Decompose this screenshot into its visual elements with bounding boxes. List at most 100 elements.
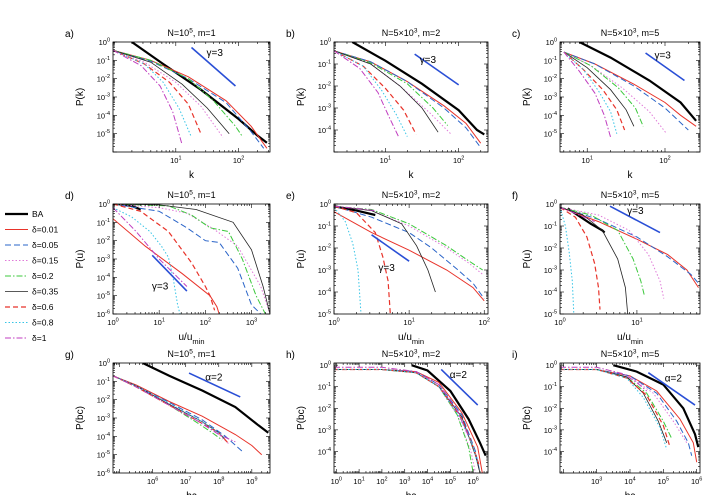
x-tick-label: 102 [659, 156, 670, 166]
y-tick-label: 10-2 [544, 74, 557, 84]
series-line-δ=0.05 [334, 50, 482, 148]
series-line-δ=0.2 [113, 204, 266, 314]
x-tick-label: 101 [403, 318, 414, 328]
panel-a: γ=3 101 102 100 10-1 10-2 10-3 10-4 10-5 N=105, m… [65, 28, 271, 181]
x-tick-label: 105 [658, 477, 669, 487]
slope-guide-label: γ=3 [378, 263, 395, 274]
y-tick-label: 100 [320, 200, 331, 210]
panel-title: N=105, m=1 [167, 28, 215, 39]
y-tick-label: 10-5 [544, 129, 557, 139]
series-group [563, 42, 697, 138]
legend-label: δ=0.8 [32, 318, 54, 328]
panel-h: α=2 100 101 102 103 104 105 106 100 10-1 10-2 10-3 1… [286, 349, 489, 495]
y-tick-label: 10-6 [97, 310, 110, 320]
series-line-BA [567, 207, 606, 234]
series-line-δ=0.01 [113, 218, 220, 314]
x-tick-label: 108 [213, 477, 224, 487]
x-tick-label: 102 [453, 156, 464, 166]
y-tick-label: 10-3 [318, 266, 331, 276]
y-axis-label: P(bc) [296, 406, 307, 430]
x-tick-label: 102 [200, 318, 211, 328]
series-line-δ=0.8 [113, 49, 192, 138]
x-tick-label: 101 [170, 156, 181, 166]
series-line-δ=0.15 [560, 206, 665, 299]
series-line-δ=1 [334, 205, 376, 212]
series-line-δ=0.05 [113, 204, 262, 314]
y-tick-label: 10-1 [318, 382, 331, 392]
series-line-δ=0.35 [113, 375, 226, 441]
x-tick-label: 101 [380, 156, 391, 166]
series-line-δ=0.35 [563, 51, 635, 127]
y-tick-label: 10-3 [544, 266, 557, 276]
series-group [334, 42, 485, 148]
slope-guide-line [414, 53, 460, 86]
y-tick-label: 10-4 [544, 447, 557, 457]
slope-guide-label: α=2 [205, 372, 223, 383]
slope-guide-line [440, 368, 479, 406]
y-tick-label: 10-2 [318, 244, 331, 254]
slope-guide-line [151, 254, 188, 292]
panel-c: γ=3 101 102 100 10-1 10-2 10-3 10-4 10-5 N=5×103,… [512, 28, 701, 181]
series-line-δ=0.35 [334, 50, 439, 133]
panel-letter: d) [65, 191, 74, 202]
series-line-δ=0.01 [563, 51, 697, 127]
x-axis-label: k [628, 170, 634, 181]
y-axis-label: P(bc) [75, 406, 86, 430]
x-tick-label: 102 [376, 477, 387, 487]
y-tick-label: 10-5 [544, 310, 557, 320]
panel-title: N=5×103, m=2 [382, 349, 440, 360]
y-tick-label: 10-2 [318, 82, 331, 92]
slope-guide-label: γ=3 [654, 51, 671, 62]
x-tick-label: 102 [233, 156, 244, 166]
series-line-δ=0.2 [560, 369, 673, 439]
series-line-δ=0.15 [560, 369, 688, 444]
panel-i: α=2 103 104 105 106 100 10-1 10-2 10-3 10-4 N=5×10… [512, 349, 702, 495]
y-tick-label: 100 [546, 200, 557, 210]
y-tick-label: 100 [99, 200, 110, 210]
panel-letter: a) [65, 29, 74, 40]
series-line-δ=0.8 [560, 369, 668, 450]
series-line-δ=0.6 [113, 375, 230, 445]
panel-letter: e) [286, 191, 295, 202]
x-tick-label: 104 [422, 477, 433, 487]
series-line-δ=0.8 [334, 50, 408, 137]
series-line-δ=0.01 [113, 49, 268, 149]
series-line-δ=0.05 [334, 205, 485, 299]
x-tick-label: 107 [180, 477, 191, 487]
series-line-δ=0.2 [334, 50, 449, 126]
series-line-δ=0.35 [334, 205, 436, 293]
y-axis-label: P(k) [75, 88, 86, 106]
x-tick-label: 105 [445, 477, 456, 487]
series-line-δ=0.15 [113, 204, 270, 314]
series-line-δ=0.6 [563, 51, 626, 131]
x-axis-label: bc [625, 491, 636, 495]
y-tick-label: 10-1 [544, 222, 557, 232]
legend-label: δ=0.15 [32, 256, 59, 266]
y-tick-label: 10-1 [97, 218, 110, 228]
series-line-δ=0.8 [334, 206, 362, 314]
series-line-δ=0.2 [113, 375, 223, 441]
series-line-δ=1 [563, 51, 612, 138]
slope-guide-line [647, 372, 696, 406]
y-tick-label: 10-1 [97, 377, 110, 387]
x-tick-label: 101 [631, 318, 642, 328]
panel-letter: h) [286, 350, 295, 361]
y-tick-label: 10-5 [97, 129, 110, 139]
x-tick-label: 101 [353, 477, 364, 487]
series-line-BA [142, 363, 269, 434]
slope-guide-line [609, 205, 661, 234]
y-tick-label: 10-3 [318, 425, 331, 435]
y-tick-label: 10-4 [544, 288, 557, 298]
series-line-δ=0.15 [334, 205, 484, 275]
x-tick-label: 109 [246, 477, 257, 487]
series-line-δ=0.05 [113, 375, 243, 452]
series-line-δ=1 [334, 50, 399, 137]
x-tick-label: 103 [246, 318, 257, 328]
y-axis-label: P(u) [75, 250, 86, 269]
legend-label: δ=0.01 [32, 225, 59, 235]
y-axis-label: P(u) [296, 250, 307, 269]
y-tick-label: 10-4 [318, 126, 331, 136]
panel-f: γ=3 100 101 100 10-1 10-2 10-3 10-4 10-5 N=5×103,… [512, 190, 701, 346]
y-tick-label: 10-4 [97, 432, 110, 442]
series-line-δ=0.8 [113, 375, 226, 439]
